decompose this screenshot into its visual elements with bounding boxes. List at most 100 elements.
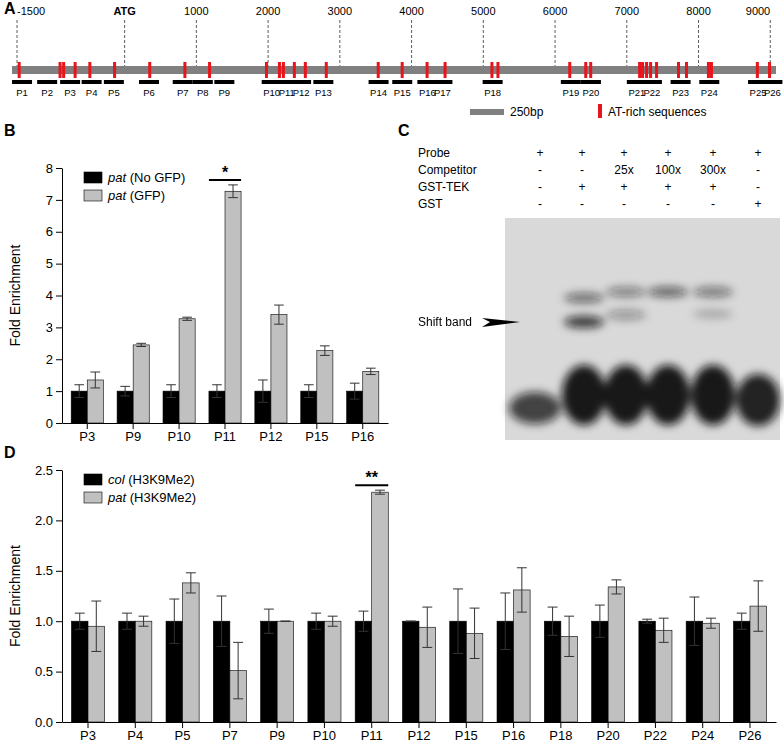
row-cell: - <box>666 197 670 211</box>
row-cell: + <box>754 197 761 211</box>
tick-mark <box>560 722 561 728</box>
tick-label: P9 <box>125 429 141 444</box>
tick-mark <box>371 722 372 728</box>
tick-label: 8000 <box>686 5 710 17</box>
tick: P15 <box>455 722 478 743</box>
primer-label: P6 <box>143 87 155 98</box>
gel-band <box>736 374 780 426</box>
gel-panel: Probe++++++Competitor--25x100x300x-GST-T… <box>418 146 780 440</box>
panel-label: A <box>4 0 16 17</box>
panel-label: C <box>398 122 410 139</box>
tick-mark <box>702 722 703 728</box>
legend-label: pat (No GFP) <box>107 170 185 185</box>
primer-bar <box>483 80 503 84</box>
primer-label: P13 <box>315 87 332 98</box>
error-bar <box>375 490 385 494</box>
primer-bar <box>392 80 412 84</box>
row-cell: + <box>620 146 627 160</box>
row-cell: 100x <box>655 163 681 177</box>
tick-line <box>770 20 771 66</box>
at-rich-mark <box>641 62 644 78</box>
tick-mark <box>56 296 62 297</box>
at-rich-mark <box>59 62 62 78</box>
row-cell: + <box>620 180 627 194</box>
tick-mark <box>56 391 62 392</box>
tick-label: -1500 <box>17 5 45 17</box>
tick-mark <box>56 264 62 265</box>
tick-line <box>124 20 125 66</box>
error-bar <box>91 601 101 651</box>
error-bar <box>217 596 227 646</box>
tick-mark <box>270 423 271 429</box>
tick-label: P12 <box>259 429 282 444</box>
error-bar <box>406 621 416 622</box>
row-cell: - <box>538 197 542 211</box>
tick-mark <box>56 359 62 360</box>
tick-mark <box>225 423 226 429</box>
primer-label: P15 <box>394 87 411 98</box>
primer-bar <box>82 80 102 84</box>
tick: P24 <box>691 722 714 743</box>
primer-label: P8 <box>197 87 209 98</box>
at-rich-mark <box>62 62 65 78</box>
bar <box>133 345 149 423</box>
tick-label: ATG <box>113 5 135 17</box>
bar <box>183 583 200 722</box>
error-bar <box>659 618 669 642</box>
gel-band <box>564 316 604 328</box>
at-rich-mark <box>589 62 592 78</box>
tick: 0.0 <box>35 715 62 730</box>
tick-label: 3 <box>46 320 53 335</box>
bar <box>119 621 136 722</box>
error-bar <box>422 607 432 647</box>
bar <box>363 371 379 423</box>
at-rich-mark <box>645 62 648 78</box>
tick-label: P26 <box>738 728 761 743</box>
tick-label: P18 <box>549 728 572 743</box>
tick-label: P11 <box>361 728 383 743</box>
row-cell: - <box>622 197 626 211</box>
error-bar <box>548 607 558 635</box>
tick-line <box>555 20 556 66</box>
error-bar <box>706 618 716 628</box>
tick-mark <box>56 200 62 201</box>
bar <box>179 319 195 423</box>
row-cell: + <box>578 146 585 160</box>
tick: 7 <box>46 193 62 208</box>
tick-label: P5 <box>175 728 191 743</box>
tick: P4 <box>127 722 143 743</box>
error-bar <box>182 317 192 320</box>
error-bar <box>328 616 338 626</box>
at-rich-mark <box>293 62 296 78</box>
bar <box>308 621 325 722</box>
legend-label: AT-rich sequences <box>608 105 707 119</box>
legend-swatch <box>598 104 602 118</box>
bar <box>261 621 278 722</box>
tick-label: P9 <box>269 728 285 743</box>
primer-bar <box>671 80 691 84</box>
tick: 1 <box>46 384 62 399</box>
tick-label: 2.0 <box>35 513 53 528</box>
gel-band <box>693 287 733 297</box>
at-rich-mark <box>278 62 281 78</box>
gel-band <box>606 310 646 320</box>
plot-area <box>71 490 766 722</box>
error-bar <box>320 346 330 356</box>
row-cell: + <box>578 180 585 194</box>
tick: P11 <box>214 423 236 444</box>
tick-mark <box>655 722 656 728</box>
annotation: ** <box>365 469 378 486</box>
tick-mark <box>56 327 62 328</box>
at-rich-mark <box>426 62 429 78</box>
tick-mark <box>362 423 363 429</box>
tick-label: 4000 <box>399 5 423 17</box>
gel-image <box>505 218 780 440</box>
tick: P10 <box>168 423 191 444</box>
error-bar <box>139 616 149 626</box>
tick: P3 <box>79 423 95 444</box>
tick-label: 3000 <box>328 5 352 17</box>
gel-band <box>562 365 606 425</box>
figure: ABCD-1500ATG1000200030004000500060007000… <box>0 0 784 756</box>
primer-label: P12 <box>293 87 310 98</box>
error-bar <box>689 597 699 645</box>
